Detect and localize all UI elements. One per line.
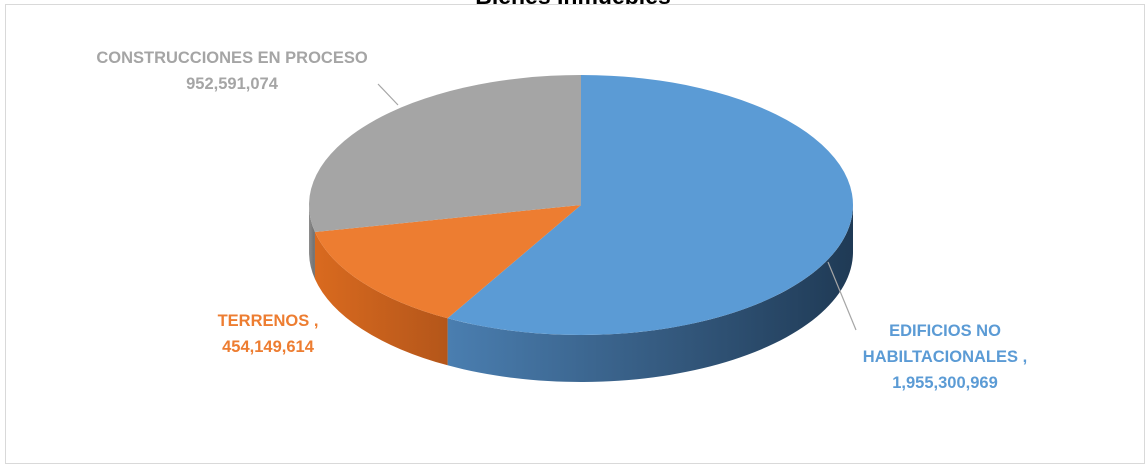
- data-label-category: TERRENOS ,: [218, 312, 319, 330]
- pie-slice: [314, 205, 581, 319]
- data-label-category: CONSTRUCCIONES EN PROCESO: [96, 49, 368, 67]
- pie-slice-side: [309, 205, 315, 280]
- pie-slice: [447, 75, 853, 336]
- leader-line: [377, 83, 399, 106]
- data-label-value: 454,149,614: [222, 338, 315, 356]
- data-label-value: 952,591,074: [186, 75, 279, 93]
- data-label-category: HABILTACIONALES ,: [863, 348, 1027, 366]
- leader-line: [827, 261, 857, 331]
- pie-slice-side: [314, 232, 448, 366]
- data-label-category: EDIFICIOS NO: [889, 322, 1001, 340]
- pie-slice: [309, 75, 581, 233]
- pie-slice-side: [447, 205, 853, 382]
- data-label-value: 1,955,300,969: [892, 374, 998, 392]
- chart-title: Bienes Inmuebles: [0, 0, 1146, 10]
